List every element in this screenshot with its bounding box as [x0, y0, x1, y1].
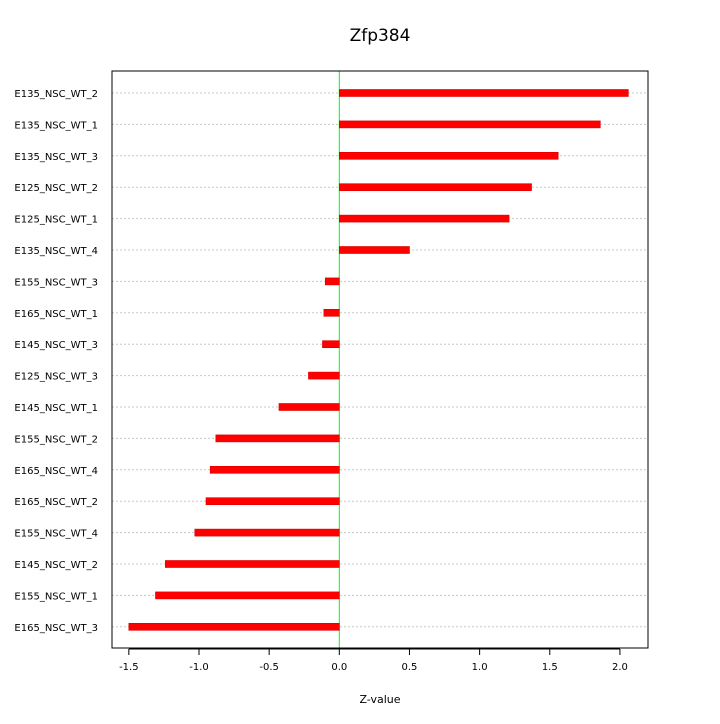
- y-tick-label: E125_NSC_WT_2: [14, 183, 98, 194]
- bar: [128, 622, 340, 631]
- bar: [323, 308, 340, 317]
- bar: [339, 89, 629, 97]
- bar: [339, 120, 601, 129]
- bar: [308, 371, 340, 380]
- x-tick-label: -1.0: [189, 662, 209, 673]
- y-tick-label: E155_NSC_WT_1: [14, 591, 98, 602]
- bar: [322, 340, 340, 349]
- x-axis: -1.5 -1.0 -0.5 0.0 0.5 1.0 1.5 2.0: [119, 648, 628, 673]
- bar: [339, 183, 532, 191]
- bar: [194, 528, 340, 537]
- y-tick-label: E135_NSC_WT_4: [14, 246, 98, 257]
- y-tick-label: E155_NSC_WT_3: [14, 277, 98, 288]
- y-axis-labels: E135_NSC_WT_2 E135_NSC_WT_1 E135_NSC_WT_3 E…: [14, 89, 98, 634]
- y-tick-label: E145_NSC_WT_1: [14, 403, 98, 414]
- grid-lines: [112, 92, 648, 628]
- bar: [339, 214, 510, 223]
- y-tick-label: E125_NSC_WT_1: [14, 215, 98, 226]
- y-tick-label: E145_NSC_WT_2: [14, 560, 98, 571]
- y-tick-label: E135_NSC_WT_1: [14, 120, 98, 131]
- plot-frame: [111, 70, 649, 649]
- y-tick-label: E155_NSC_WT_4: [14, 529, 98, 540]
- bar: [278, 403, 340, 411]
- y-tick-label: E145_NSC_WT_3: [14, 340, 98, 351]
- bars: [128, 89, 629, 631]
- x-tick-label: -1.5: [119, 662, 139, 673]
- y-tick-label: E165_NSC_WT_4: [14, 466, 98, 477]
- bar: [209, 465, 340, 474]
- bar: [155, 591, 340, 600]
- x-tick-label: 1.0: [472, 662, 488, 673]
- bar: [324, 277, 340, 286]
- x-axis-label: Z-value: [359, 693, 400, 706]
- x-tick-label: 1.5: [542, 662, 558, 673]
- bar: [339, 152, 559, 160]
- y-tick-label: E165_NSC_WT_1: [14, 309, 98, 320]
- x-tick-label: -0.5: [259, 662, 279, 673]
- chart-title: Zfp384: [350, 26, 411, 46]
- y-tick-label: E155_NSC_WT_2: [14, 434, 98, 445]
- bar: [339, 246, 410, 254]
- x-tick-label: 0.0: [331, 662, 347, 673]
- y-tick-label: E125_NSC_WT_3: [14, 372, 98, 383]
- bar: [165, 560, 340, 568]
- y-tick-label: E165_NSC_WT_2: [14, 497, 98, 508]
- y-tick-label: E165_NSC_WT_3: [14, 623, 98, 634]
- y-tick-label: E135_NSC_WT_2: [14, 89, 98, 100]
- y-tick-label: E135_NSC_WT_3: [14, 152, 98, 163]
- bar: [205, 497, 340, 506]
- x-tick-label: 0.5: [402, 662, 418, 673]
- bar: [215, 434, 340, 443]
- x-tick-label: 2.0: [612, 662, 628, 673]
